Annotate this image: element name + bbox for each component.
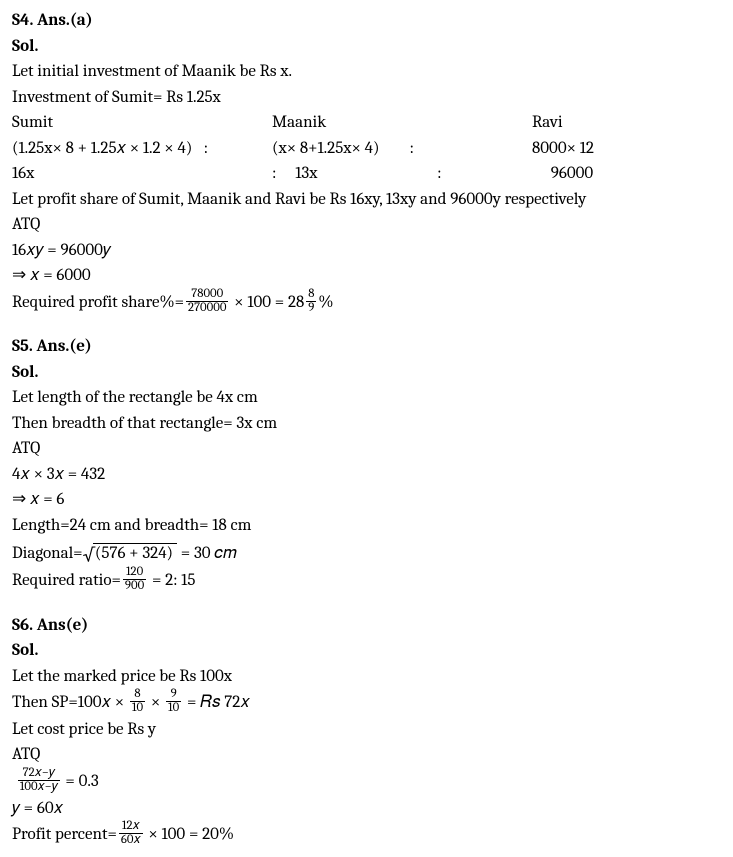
s4-expr-sep-1: : bbox=[204, 139, 209, 158]
s4-tail: % bbox=[318, 292, 333, 311]
s6-frac-2: 910 bbox=[166, 688, 181, 716]
s4-req-label: Required profit share%= bbox=[12, 292, 184, 311]
s6-sol-label: Sol. bbox=[12, 638, 721, 664]
s4-mixed-den: 9 bbox=[306, 302, 316, 315]
s5-line-1: Let length of the rectangle be 4x cm bbox=[12, 385, 721, 411]
solution-6: S6. Ans(e) Sol. Let the marked price be … bbox=[12, 613, 721, 849]
s4-vals-row: 16x : 13x : 96000 bbox=[12, 161, 721, 187]
s6-sp-tail: = 𝑅𝑠 72𝑥 bbox=[183, 693, 250, 712]
s4-frac-1: 78000270000 bbox=[186, 288, 228, 316]
s4-line-3: Let profit share of Sumit, Maanik and Ra… bbox=[12, 187, 721, 213]
s5-frac: 120900 bbox=[123, 566, 146, 594]
s5-frac-den: 900 bbox=[123, 580, 146, 593]
s6-f2-den: 10 bbox=[166, 702, 181, 715]
s4-val-b: : 13x : bbox=[272, 161, 532, 187]
s6-mid-x: × bbox=[147, 693, 164, 712]
s4-atq: ATQ bbox=[12, 212, 721, 238]
s6-f1-num: 8 bbox=[130, 688, 145, 702]
s6-pp-den: 60𝑥 bbox=[119, 834, 143, 847]
s5-sol-label: Sol. bbox=[12, 360, 721, 386]
s6-pp-tail: × 100 = 20% bbox=[145, 825, 234, 844]
s5-required: Required ratio=120900 = 2: 15 bbox=[12, 567, 721, 595]
s5-diag-label: Diagonal= bbox=[12, 544, 83, 563]
s4-val-c-text: 96000 bbox=[551, 164, 593, 183]
s6-frac-1: 810 bbox=[130, 688, 145, 716]
s6-eq-frac-den: 100𝑥−𝑦 bbox=[18, 781, 60, 794]
s4-val-a: 16x bbox=[12, 161, 272, 187]
s5-diag-inside: (576 + 324) bbox=[93, 543, 177, 563]
s4-val-sep-2: : bbox=[437, 164, 442, 183]
s4-name-maanik: Maanik bbox=[272, 110, 532, 136]
s4-frac-1-den: 270000 bbox=[186, 302, 228, 315]
s6-eq-2: 𝑦 = 60𝑥 bbox=[12, 796, 721, 822]
s4-expr-a: (1.25x× 8 + 1.25𝑥 × 1.2 × 4) : bbox=[12, 136, 272, 162]
s5-eq-1: 4𝑥 × 3𝑥 = 432 bbox=[12, 462, 721, 488]
s6-line-1: Let the marked price be Rs 100x bbox=[12, 664, 721, 690]
s6-heading: S6. Ans(e) bbox=[12, 613, 721, 639]
s6-f2-num: 9 bbox=[166, 688, 181, 702]
s6-atq: ATQ bbox=[12, 742, 721, 768]
s4-mixed-num: 8 bbox=[306, 288, 316, 302]
s4-mid: × 100 = 28 bbox=[230, 292, 304, 311]
s6-sp-label: Then SP=100𝑥 × bbox=[12, 693, 128, 712]
s5-diagonal: Diagonal=√(576 + 324) = 30 𝑐𝑚 bbox=[12, 538, 721, 567]
s4-mixed-frac: 89 bbox=[306, 288, 316, 316]
s4-frac-1-num: 78000 bbox=[186, 288, 228, 302]
s5-tail: = 2: 15 bbox=[148, 571, 195, 590]
s5-atq: ATQ bbox=[12, 436, 721, 462]
s6-profit-percent: Profit percent=12𝑥60𝑥 × 100 = 20% bbox=[12, 821, 721, 849]
s4-name-ravi: Ravi bbox=[532, 110, 721, 136]
s5-diag-tail: = 30 𝑐𝑚 bbox=[177, 544, 237, 563]
s5-heading: S5. Ans.(e) bbox=[12, 334, 721, 360]
s4-names-row: Sumit Maanik Ravi bbox=[12, 110, 721, 136]
s6-sp: Then SP=100𝑥 × 810 × 910 = 𝑅𝑠 72𝑥 bbox=[12, 689, 721, 717]
s4-expr-a-text: (1.25x× 8 + 1.25𝑥 × 1.2 × 4) bbox=[12, 139, 192, 158]
solution-5: S5. Ans.(e) Sol. Let length of the recta… bbox=[12, 334, 721, 594]
s5-eq-2: ⇒ 𝑥 = 6 bbox=[12, 487, 721, 513]
s4-line-1: Let initial investment of Maanik be Rs x… bbox=[12, 59, 721, 85]
s4-required: Required profit share%=78000270000 × 100… bbox=[12, 289, 721, 317]
s4-val-sep-1: : bbox=[272, 164, 277, 183]
s6-eq-tail: = 0.3 bbox=[62, 772, 99, 791]
s4-expr-sep-2: : bbox=[409, 139, 414, 158]
s4-val-a-text: 16x bbox=[12, 164, 34, 183]
s4-expr-c: 8000× 12 bbox=[532, 136, 721, 162]
s6-f1-den: 10 bbox=[130, 702, 145, 715]
s4-heading: S4. Ans.(a) bbox=[12, 8, 721, 34]
s5-req-label: Required ratio= bbox=[12, 571, 121, 590]
s4-expr-b: (x× 8+1.25x× 4) : bbox=[272, 136, 532, 162]
s6-pp-frac: 12𝑥60𝑥 bbox=[119, 820, 143, 848]
s5-line-2: Then breadth of that rectangle= 3x cm bbox=[12, 411, 721, 437]
s5-frac-num: 120 bbox=[123, 566, 146, 580]
s5-line-3: Length=24 cm and breadth= 18 cm bbox=[12, 513, 721, 539]
s6-eq-1: 72𝑥−𝑦100𝑥−𝑦 = 0.3 bbox=[12, 768, 721, 796]
s4-expr-b-text: (x× 8+1.25x× 4) bbox=[272, 139, 380, 158]
s4-line-2: Investment of Sumit= Rs 1.25x bbox=[12, 85, 721, 111]
s6-pp-num: 12𝑥 bbox=[119, 820, 143, 834]
s4-name-sumit: Sumit bbox=[12, 110, 272, 136]
sqrt-icon: √(576 + 324) bbox=[83, 538, 177, 567]
s6-eq-frac: 72𝑥−𝑦100𝑥−𝑦 bbox=[18, 767, 60, 795]
s4-val-c: 96000 bbox=[532, 161, 721, 187]
s4-val-b-text: 13x bbox=[295, 164, 317, 183]
s4-eq-2: ⇒ 𝑥 = 6000 bbox=[12, 263, 721, 289]
s4-expr-row: (1.25x× 8 + 1.25𝑥 × 1.2 × 4) : (x× 8+1.2… bbox=[12, 136, 721, 162]
s4-sol-label: Sol. bbox=[12, 34, 721, 60]
s4-eq-1: 16𝑥𝑦 = 96000𝑦 bbox=[12, 238, 721, 264]
s6-pp-label: Profit percent= bbox=[12, 825, 117, 844]
s6-line-2: Let cost price be Rs y bbox=[12, 717, 721, 743]
solution-4: S4. Ans.(a) Sol. Let initial investment … bbox=[12, 8, 721, 316]
s6-eq-frac-num: 72𝑥−𝑦 bbox=[18, 767, 60, 781]
